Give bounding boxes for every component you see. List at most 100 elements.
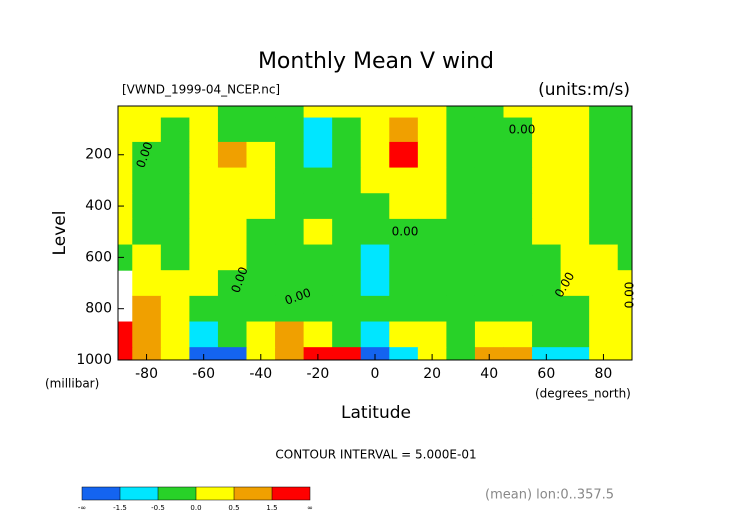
contour-cell [132,117,162,143]
contour-cell [589,141,619,169]
contour-cell [118,218,133,246]
contour-cell [332,117,362,143]
contour-cell [532,295,562,323]
contour-cell [275,167,305,194]
contour-cell [617,141,633,169]
contour-cell [474,270,504,297]
contour-cell [217,117,247,143]
contour-cell [474,106,504,119]
contour-cell [560,193,590,220]
contour-cell [160,106,190,119]
contour-cell [560,295,590,323]
contour-cell [246,141,276,169]
contour-cell [303,295,333,323]
contour-cell [132,106,162,119]
contour-cell [217,193,247,220]
contour-cell [446,117,476,143]
contour-cell [246,244,276,271]
contour-cell [118,193,133,220]
contour-field [118,106,633,361]
contour-cell [532,117,562,143]
contour-cell [160,295,190,323]
contour-cell [446,321,476,348]
contour-cell [360,321,390,348]
contour-cell [589,244,619,271]
colorbar-swatch [158,487,196,500]
contour-cell [474,193,504,220]
contour-cell [217,167,247,194]
contour-cell [474,167,504,194]
contour-cell [303,244,333,271]
contour-cell [417,270,447,297]
contour-cell [389,270,419,297]
y-tick-label: 200 [85,147,112,163]
contour-cell [389,218,419,246]
contour-cell [532,347,562,361]
contour-cell [589,295,619,323]
contour-cell [532,321,562,348]
contour-cell [160,117,190,143]
contour-cell [189,270,219,297]
contour-cell [503,106,533,119]
contour-cell [589,106,619,119]
contour-cell [332,193,362,220]
contour-cell [589,270,619,297]
contour-cell [160,218,190,246]
contour-cell [474,218,504,246]
colorbar-swatch [234,487,272,500]
contour-cell [503,193,533,220]
contour-cell [160,244,190,271]
contour-cell [189,218,219,246]
contour-cell [560,321,590,348]
contour-cell [132,193,162,220]
x-tick-label: -20 [306,366,329,382]
contour-cell [189,167,219,194]
contour-cell [389,117,419,143]
contour-cell [332,321,362,348]
contour-cell [118,244,133,271]
contour-cell [360,244,390,271]
contour-cell [332,244,362,271]
contour-cell [189,244,219,271]
contour-cell [560,106,590,119]
colorbar-swatch [196,487,234,500]
contour-cell [275,218,305,246]
contour-cell [303,141,333,169]
contour-cell [389,167,419,194]
contour-cell [560,141,590,169]
contour-cell [332,347,362,361]
contour-cell [617,167,633,194]
contour-cell [332,295,362,323]
contour-cell [532,244,562,271]
colorbar-label: -0.5 [151,504,165,512]
contour-cell [417,106,447,119]
chart-title: Monthly Mean V wind [258,49,494,74]
contour-cell [589,347,619,361]
colorbar-label: -∞ [78,504,86,512]
x-axis-title: Latitude [341,403,411,423]
contour-cell [560,218,590,246]
contour-cell [189,141,219,169]
contour-cell [617,270,633,297]
contour-cell [446,141,476,169]
contour-cell [532,106,562,119]
contour-cell [189,295,219,323]
contour-cell [389,347,419,361]
contour-cell [132,218,162,246]
contour-cell [217,218,247,246]
x-tick-label: -60 [192,366,215,382]
contour-cell [189,321,219,348]
contour-cell [275,106,305,119]
contour-cell [246,218,276,246]
contour-cell [132,244,162,271]
contour-cell [118,321,133,348]
x-tick-label: 20 [423,366,441,382]
contour-cell [503,167,533,194]
contour-cell [189,106,219,119]
contour-cell [360,167,390,194]
contour-cell [389,321,419,348]
contour-cell [503,218,533,246]
contour-cell [617,218,633,246]
y-axis-title: Level [50,211,70,256]
